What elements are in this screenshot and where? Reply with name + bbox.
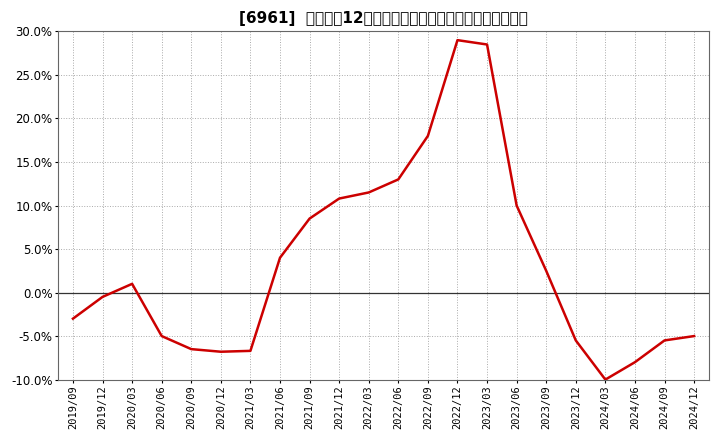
- Title: [6961]  売上高の12か月移動合計の対前年同期増減率の推移: [6961] 売上高の12か月移動合計の対前年同期増減率の推移: [239, 11, 528, 26]
